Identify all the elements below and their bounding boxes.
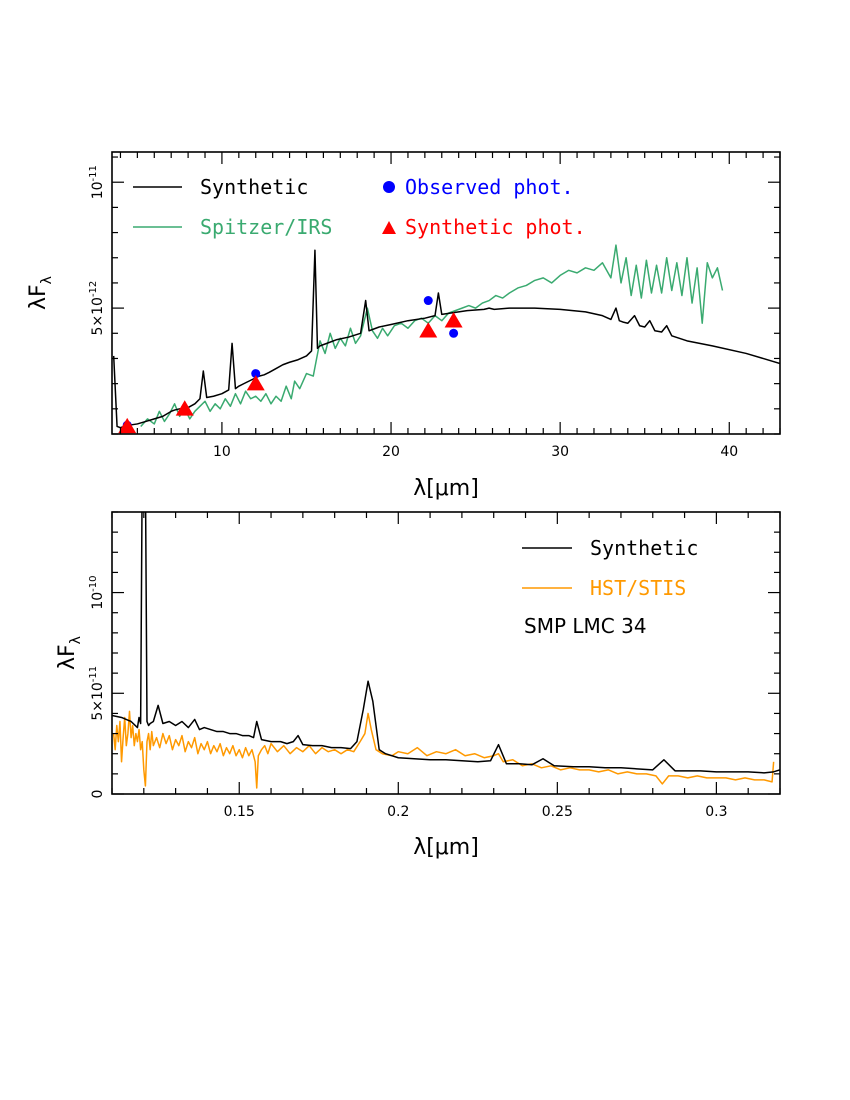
ir-y-tick-label-1: 10-11: [88, 165, 106, 199]
ir-x-tick-label-3: 40: [720, 444, 738, 460]
ir-point-0-3: [423, 296, 433, 306]
legend-synthetic-phot-marker: [382, 221, 396, 234]
ir-point-1-3: [419, 322, 438, 338]
ir-photometry-layer: [118, 296, 463, 434]
legend-observed-marker: [383, 181, 395, 193]
uv-x-tick-label-1: 0.2: [387, 804, 409, 820]
ir-ticks: 10 20 30 40 5×10-12 10-11: [88, 152, 781, 460]
ir-point-1-2: [246, 375, 265, 391]
ir-series-line-0: [112, 249, 780, 429]
legend-synthetic-label: Synthetic: [200, 175, 308, 199]
uv-y-tick-label-0: 0: [90, 790, 106, 799]
uv-x-tick-label-3: 0.3: [705, 804, 727, 820]
legend-uv-synthetic-label: Synthetic: [590, 536, 698, 560]
ir-x-tick-label-0: 10: [213, 444, 231, 460]
ir-point-0-4: [449, 328, 459, 338]
ir-point-1-0: [118, 417, 137, 434]
uv-series-line-1: [112, 710, 775, 789]
uv-panel: 0.15 0.2 0.25 0.3 0 5×10-11 10-10 λ[μm] λFλ Sy…: [55, 511, 781, 860]
ir-y-axis-title-main: λF: [26, 284, 51, 310]
ir-point-0-2: [251, 369, 261, 379]
ir-series-line-1: [140, 244, 724, 427]
ir-plot-frame: [111, 151, 781, 435]
ir-legend: Synthetic Spitzer/IRS Observed phot. Syn…: [133, 175, 586, 239]
ir-x-axis-title: λ[μm]: [413, 476, 479, 501]
uv-x-axis-title: λ[μm]: [413, 835, 479, 860]
ir-y-tick-label-0: 5×10-12: [88, 281, 106, 336]
legend-spitzer-label: Spitzer/IRS: [200, 215, 332, 239]
uv-y-tick-label-1: 5×10-11: [88, 666, 106, 721]
ir-series-layer: [112, 244, 780, 429]
uv-y-axis-title-sub: λ: [68, 636, 84, 644]
uv-y-axis-title: λFλ: [55, 636, 84, 670]
ir-y-axis-title: λFλ: [26, 276, 55, 310]
ir-x-tick-label-1: 20: [382, 444, 400, 460]
ir-point-1-4: [444, 312, 463, 328]
ir-point-1-1: [175, 400, 194, 416]
object-name-annotation: SMP LMC 34: [524, 614, 647, 638]
legend-synthetic-phot-label: Synthetic phot.: [405, 215, 586, 239]
uv-series-line-0: [112, 512, 780, 774]
ir-panel: 10 20 30 40 5×10-12 10-11 λ[μm] λFλ Synthetic…: [26, 151, 781, 501]
ir-x-tick-label-2: 30: [551, 444, 569, 460]
uv-x-tick-label-2: 0.25: [542, 804, 573, 820]
uv-y-tick-label-2: 10-10: [88, 575, 106, 609]
uv-y-axis-title-main: λF: [55, 644, 80, 670]
uv-legend: Synthetic HST/STIS: [522, 536, 698, 600]
legend-stis-label: HST/STIS: [590, 576, 686, 600]
legend-observed-label: Observed phot.: [405, 175, 574, 199]
ir-y-axis-title-sub: λ: [39, 276, 55, 284]
uv-series-layer: [112, 512, 780, 789]
uv-ticks: 0.15 0.2 0.25 0.3 0 5×10-11 10-10: [88, 511, 781, 820]
uv-x-tick-label-0: 0.15: [224, 804, 255, 820]
